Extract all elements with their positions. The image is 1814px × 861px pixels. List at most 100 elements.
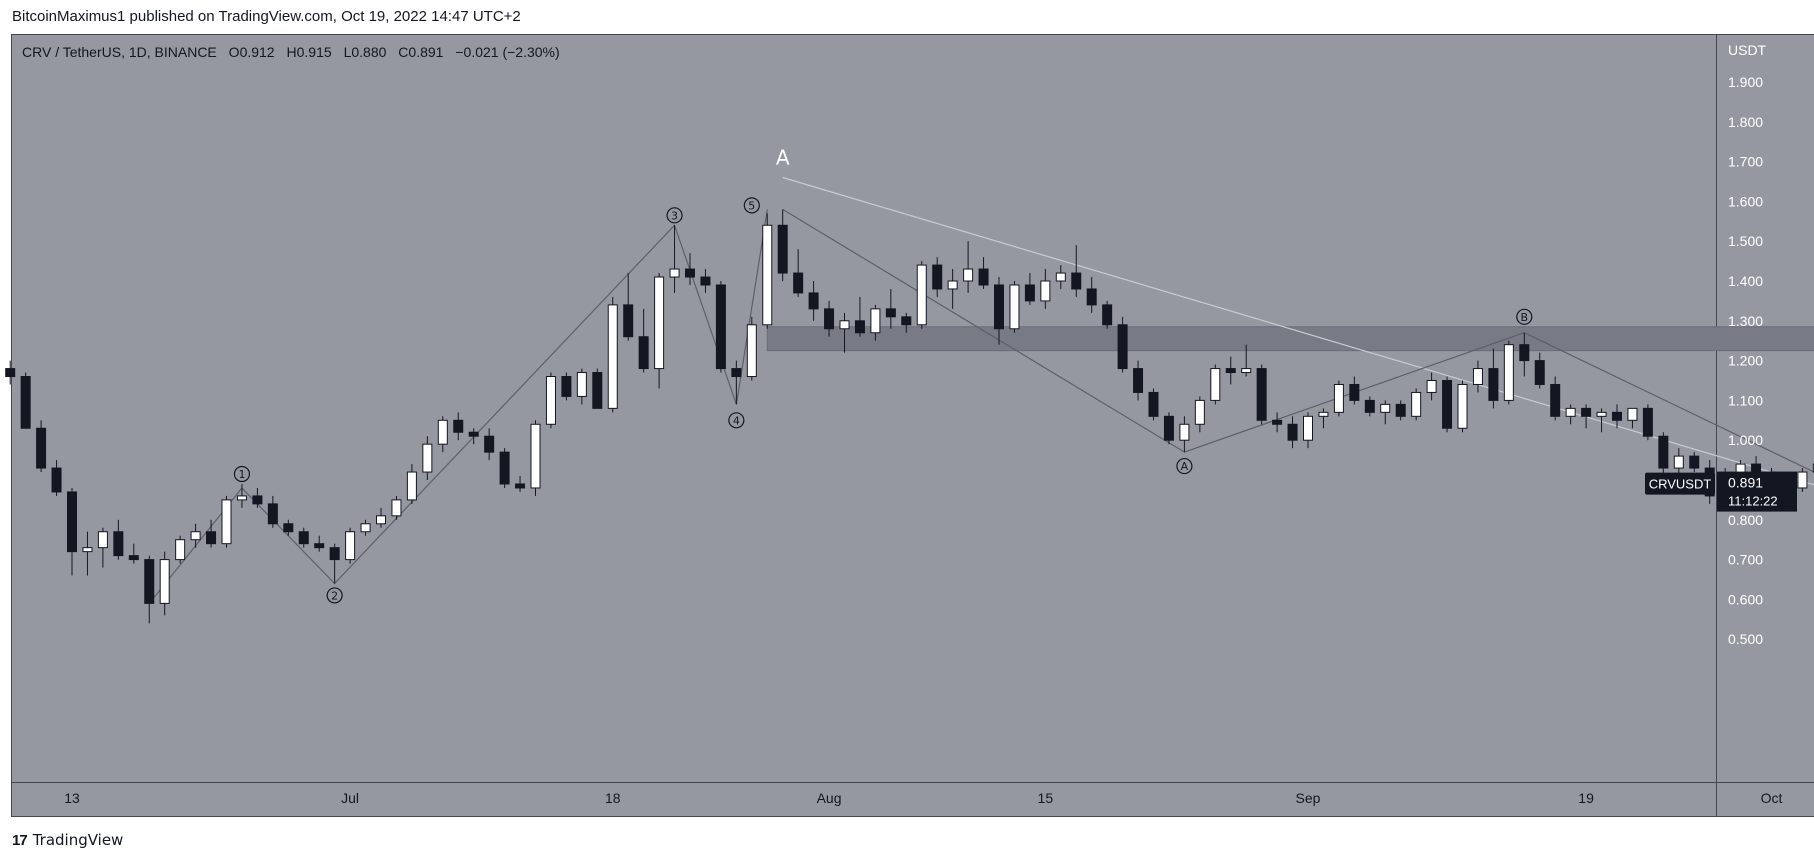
candle	[1797, 468, 1808, 492]
candle	[515, 476, 526, 492]
candle	[1380, 400, 1391, 425]
candle	[422, 436, 433, 480]
wave-label-text: 5	[748, 199, 755, 212]
candle-body	[1303, 415, 1313, 441]
candle-body	[190, 531, 201, 541]
wave-labels-layer: ABC12345ABC	[233, 146, 1533, 604]
resistance-zone-layer	[766, 326, 1814, 352]
candle-body	[1256, 368, 1267, 421]
candle	[1673, 448, 1684, 477]
candle-body	[236, 495, 247, 501]
candle	[329, 543, 340, 584]
symbol-badge	[1645, 472, 1715, 495]
wave-label-text: A	[1181, 460, 1189, 473]
candle	[406, 464, 417, 504]
candle-body	[360, 523, 371, 533]
candle	[1565, 404, 1576, 425]
publisher-header: BitcoinMaximus1 published on TradingView…	[12, 8, 521, 25]
candle-body	[1612, 411, 1622, 421]
change-value: −0.021 (−2.30%)	[455, 44, 560, 60]
candle-body	[1241, 368, 1252, 374]
candle	[190, 523, 201, 548]
candle	[1472, 360, 1483, 393]
candle-body	[1565, 407, 1576, 417]
candle	[1318, 408, 1329, 429]
candle	[1534, 352, 1545, 389]
time-tick-label: Oct	[1761, 790, 1783, 806]
candle	[51, 460, 62, 496]
candle	[978, 257, 989, 289]
candle	[932, 257, 943, 297]
price-tick-label: 1.500	[1728, 233, 1763, 249]
candle-body	[175, 539, 186, 561]
symbol-legend: CRV / TetherUS, 1D, BINANCE O0.912 H0.91…	[22, 44, 560, 60]
candle	[839, 312, 850, 353]
candle-body	[422, 443, 433, 473]
candle-body	[1442, 380, 1453, 429]
candle-body	[994, 284, 1004, 330]
candle-body	[777, 224, 788, 274]
candle	[1303, 412, 1313, 449]
brand-name[interactable]: TradingView	[32, 831, 124, 849]
wave-label-text: 1	[238, 468, 245, 481]
candle	[1102, 300, 1113, 329]
time-tick-label: 18	[605, 790, 621, 806]
candle-body	[1797, 471, 1808, 489]
candle-body	[1194, 399, 1205, 425]
tradingview-logo-icon[interactable]: 17	[12, 831, 28, 849]
candle-body	[515, 483, 526, 489]
candle	[1426, 372, 1437, 401]
candle	[113, 519, 124, 560]
candle	[1117, 316, 1128, 373]
footer: 17 TradingView	[12, 829, 123, 851]
candle-body	[1534, 360, 1545, 385]
time-tick-label: 19	[1578, 790, 1594, 806]
price-axis[interactable]: USDT 1.900 1.800 1.700 1.600 1.500 1.400 1.300 1…	[1728, 42, 1767, 647]
price-tick-label: 0.600	[1728, 591, 1763, 607]
candle-body	[963, 268, 974, 282]
candle-body	[561, 376, 572, 397]
candle	[885, 288, 896, 329]
candle	[314, 535, 325, 552]
candle-body	[1472, 368, 1483, 385]
time-tick-label: 13	[64, 790, 80, 806]
candle-body	[607, 304, 618, 409]
candle	[994, 277, 1004, 345]
candle	[1689, 452, 1700, 473]
candle	[808, 281, 819, 321]
candle-body	[1503, 344, 1514, 401]
wave-label-circle: B	[1516, 308, 1533, 325]
candle	[1411, 388, 1422, 421]
wave-label-ring	[326, 587, 343, 604]
price-tick-label: 0.700	[1728, 552, 1763, 568]
candle-body	[793, 272, 804, 294]
candle	[1241, 344, 1252, 377]
wave-label-circle: 2	[326, 587, 343, 604]
symbol-name[interactable]: CRV / TetherUS, 1D, BINANCE	[22, 44, 217, 60]
price-badge-layer: CRVUSDT 0.891 11:12:22	[1645, 471, 1797, 512]
high-value: 0.915	[296, 44, 332, 60]
high-label: H	[286, 44, 297, 60]
candle-body	[1225, 368, 1236, 374]
candle	[5, 360, 16, 385]
candle	[1503, 340, 1514, 405]
candle	[901, 312, 912, 333]
candle-body	[252, 495, 263, 505]
wave-label-circle: 4	[728, 412, 745, 429]
time-axis[interactable]: 13Jul18Aug15Sep19Oct17Nov14Dec	[64, 790, 1814, 806]
candle-body	[870, 308, 881, 334]
candle-body	[36, 427, 47, 469]
price-tick-label: 0.800	[1728, 512, 1763, 528]
candle	[1395, 400, 1406, 421]
candle-body	[700, 276, 711, 286]
candle-body	[159, 559, 170, 604]
candle-body	[1009, 284, 1020, 330]
candle-body	[576, 372, 587, 397]
candle-body	[685, 268, 695, 278]
candle	[607, 296, 618, 413]
candle-body	[1272, 419, 1283, 425]
candle-body	[932, 264, 943, 290]
candle	[700, 269, 711, 293]
candle	[685, 253, 695, 285]
